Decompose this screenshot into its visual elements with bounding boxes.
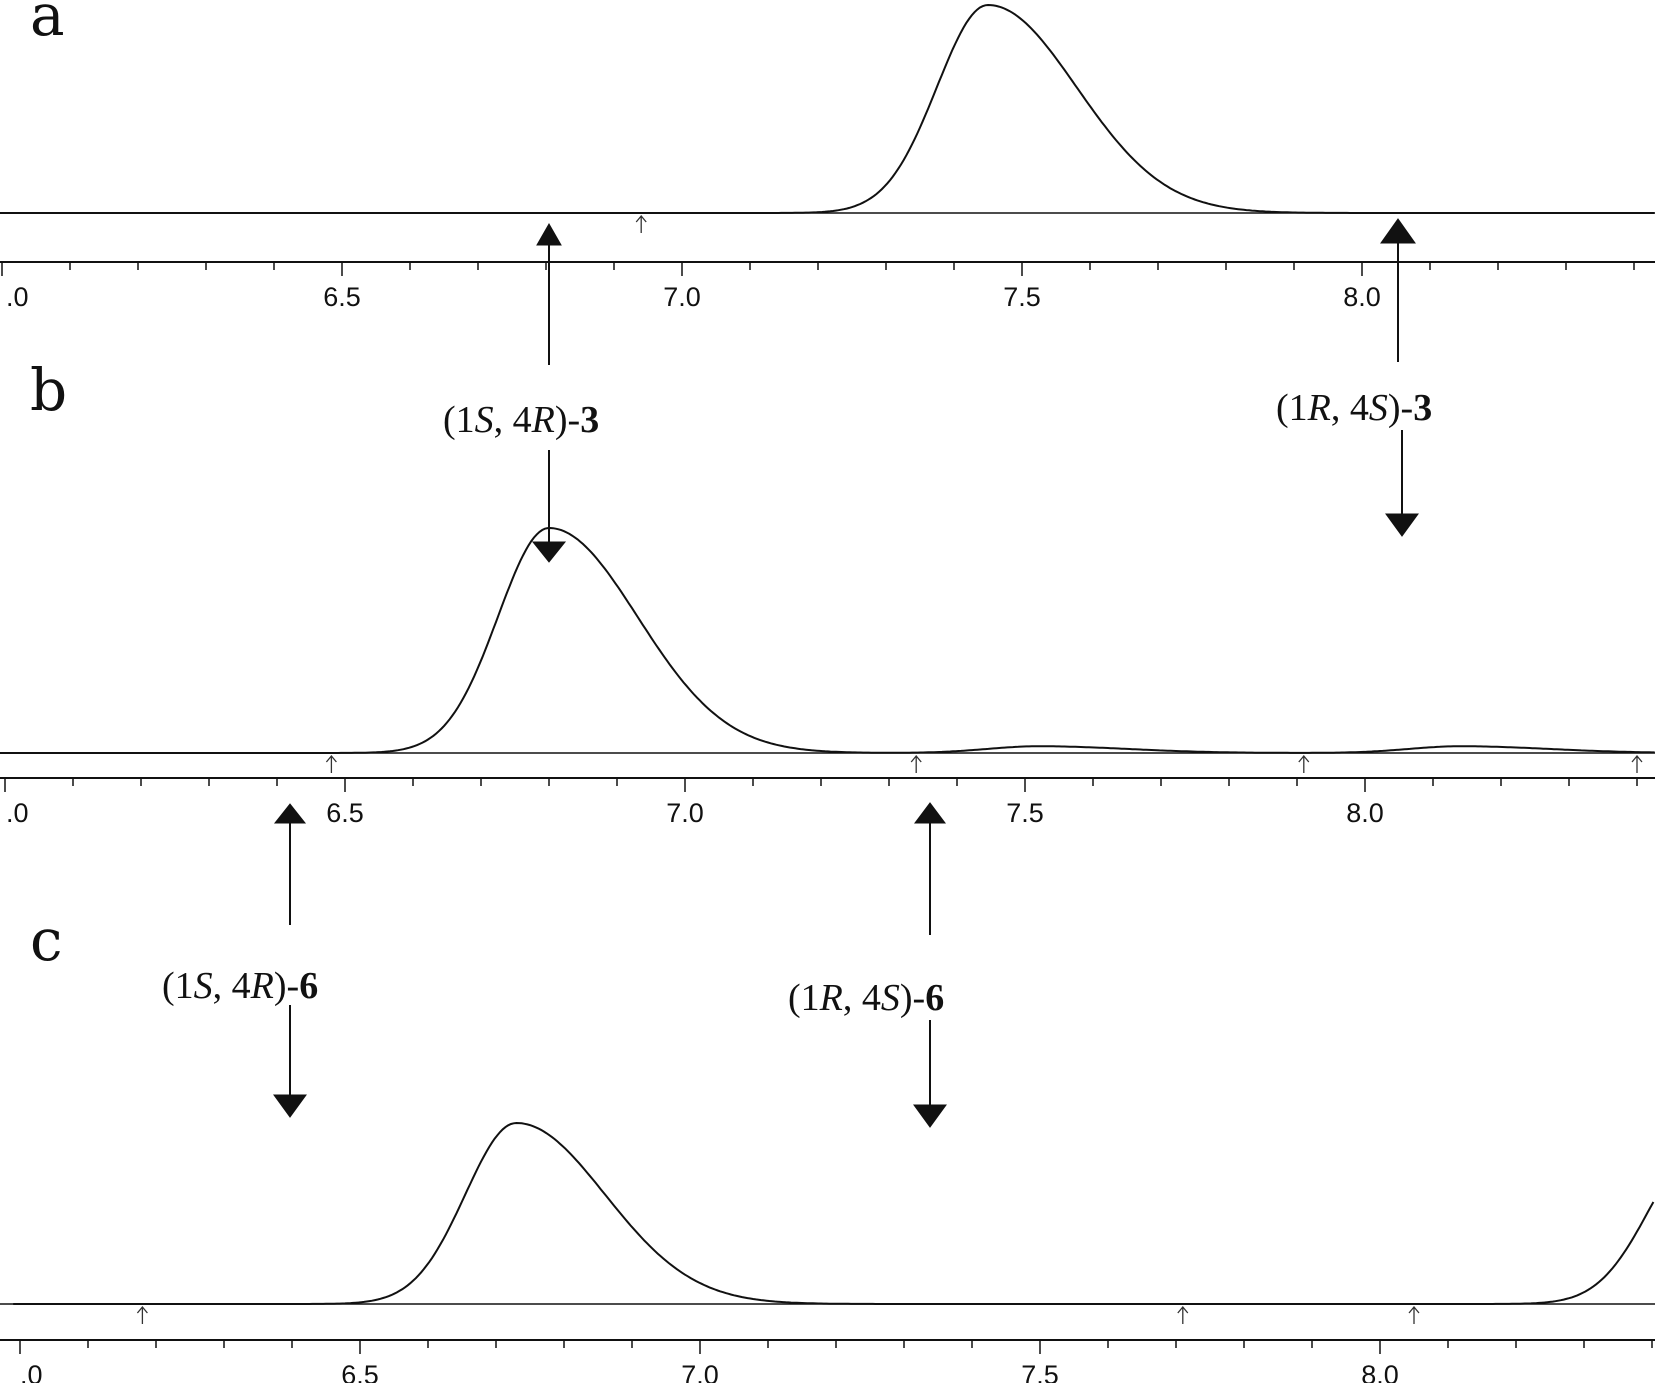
x-tick-label: 7.0 <box>681 1360 719 1383</box>
plot-layer: .06.57.07.58.08.59.09.510.010.06.57.07.5… <box>0 3 1655 1383</box>
x-tick-label: 7.5 <box>1021 1360 1059 1383</box>
arrow-head-down <box>531 541 567 563</box>
peak-label-1R4S-6: (1R, 4S)-6 <box>788 977 944 1019</box>
integration-mark <box>1631 754 1643 773</box>
integration-mark <box>1298 754 1310 773</box>
panel-label-b: b <box>30 356 67 424</box>
arrow-head-down <box>913 1104 947 1128</box>
integration-mark <box>910 754 922 773</box>
x-tick-label: .0 <box>20 1360 43 1383</box>
integration-mark <box>325 754 337 773</box>
peak-arrows <box>273 218 1419 1128</box>
x-tick-label: 8.0 <box>1343 282 1381 312</box>
arrow-head-up <box>536 222 562 246</box>
x-tick-label: 8.0 <box>1346 798 1384 828</box>
arrow-head-down <box>273 1094 307 1118</box>
x-tick-label: .0 <box>6 798 29 828</box>
peak-label-1R4S-3: (1R, 4S)-3 <box>1276 387 1432 429</box>
x-tick-label: 7.0 <box>666 798 704 828</box>
integration-mark <box>136 1305 148 1324</box>
arrow-head-up <box>914 802 946 824</box>
integration-mark <box>635 214 647 233</box>
chromatogram-trace-b <box>0 526 1655 754</box>
arrow-head-up <box>273 803 307 824</box>
x-tick-label: .0 <box>6 282 29 312</box>
x-tick-label: 8.0 <box>1361 1360 1399 1383</box>
integration-mark <box>1177 1305 1189 1324</box>
panel-label-c: c <box>30 906 62 974</box>
integration-mark <box>1408 1305 1420 1324</box>
panel-label-a: a <box>30 0 65 49</box>
x-tick-label: 6.5 <box>326 798 364 828</box>
chromatogram-trace-c <box>13 1121 1655 1305</box>
x-tick-label: 7.5 <box>1006 798 1044 828</box>
peak-label-1S4R-6: (1S, 4R)-6 <box>162 965 318 1007</box>
peak-label-1S4R-3: (1S, 4R)-3 <box>443 399 599 441</box>
x-tick-label: 7.0 <box>663 282 701 312</box>
arrow-head-down <box>1385 513 1419 537</box>
x-tick-label: 7.5 <box>1003 282 1041 312</box>
chromatogram-trace-a <box>0 3 1655 214</box>
x-tick-label: 6.5 <box>341 1360 379 1383</box>
x-tick-label: 6.5 <box>323 282 361 312</box>
arrow-head-up <box>1380 218 1416 244</box>
